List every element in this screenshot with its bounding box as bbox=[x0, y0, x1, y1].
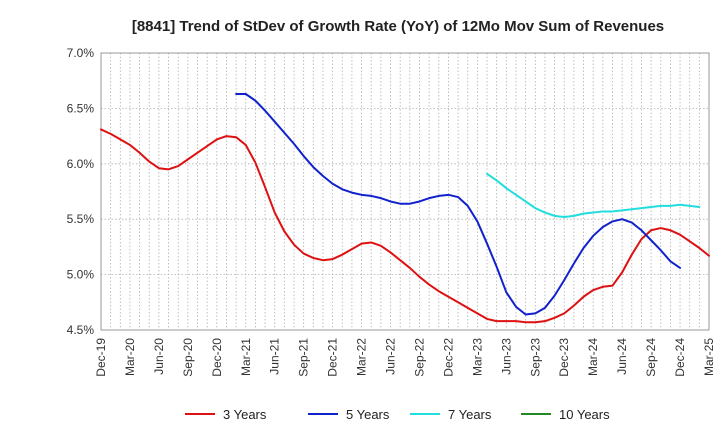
legend: 3 Years 5 Years 7 Years 10 Years bbox=[185, 407, 610, 422]
chart-title: [8841] Trend of StDev of Growth Rate (Yo… bbox=[132, 18, 664, 35]
x-tick-label: Dec-22 bbox=[441, 338, 455, 377]
x-tick-label: Jun-21 bbox=[268, 338, 282, 375]
legend-label: 3 Years bbox=[223, 407, 267, 422]
x-tick-label: Mar-24 bbox=[586, 338, 600, 376]
x-tick-label: Dec-23 bbox=[557, 338, 571, 377]
x-tick-label: Mar-25 bbox=[702, 338, 716, 376]
x-tick-label: Jun-22 bbox=[384, 338, 398, 375]
x-tick-label: Mar-21 bbox=[239, 338, 253, 376]
plot-frame bbox=[100, 52, 710, 331]
series-lines bbox=[100, 93, 710, 324]
x-tick-label: Dec-21 bbox=[326, 338, 340, 377]
legend-label: 5 Years bbox=[346, 407, 390, 422]
x-tick-label: Dec-20 bbox=[210, 338, 224, 377]
x-tick-label: Mar-23 bbox=[470, 338, 484, 376]
x-tick-label: Sep-20 bbox=[181, 338, 195, 377]
series-line-5-years bbox=[235, 93, 682, 316]
series-line-3-years bbox=[100, 128, 710, 324]
axes: 4.5% 5.0% 5.5% 6.0% 6.5% 7.0% Dec-19 Mar-20 Jun-… bbox=[67, 46, 716, 377]
x-tick-label: Sep-21 bbox=[297, 338, 311, 377]
y-tick-label: 6.5% bbox=[67, 101, 95, 115]
x-tick-label: Dec-19 bbox=[94, 338, 108, 377]
x-tick-label: Sep-22 bbox=[412, 338, 426, 377]
y-tick-label: 5.5% bbox=[67, 212, 95, 226]
x-tick-label: Jun-23 bbox=[499, 338, 513, 375]
y-tick-label: 4.5% bbox=[67, 323, 95, 337]
x-tick-label: Jun-20 bbox=[152, 338, 166, 375]
x-tick-label: Mar-20 bbox=[123, 338, 137, 376]
legend-label: 10 Years bbox=[559, 407, 610, 422]
x-tick-label: Dec-24 bbox=[673, 338, 687, 377]
legend-label: 7 Years bbox=[448, 407, 492, 422]
y-tick-label: 6.0% bbox=[67, 157, 95, 171]
grid bbox=[101, 53, 709, 330]
x-tick-label: Sep-24 bbox=[644, 338, 658, 377]
x-tick-label: Sep-23 bbox=[528, 338, 542, 377]
x-tick-label: Jun-24 bbox=[615, 338, 629, 375]
x-tick-label: Mar-22 bbox=[355, 338, 369, 376]
series-line-7-years bbox=[486, 172, 701, 218]
y-tick-label: 7.0% bbox=[67, 46, 95, 60]
y-tick-label: 5.0% bbox=[67, 268, 95, 282]
